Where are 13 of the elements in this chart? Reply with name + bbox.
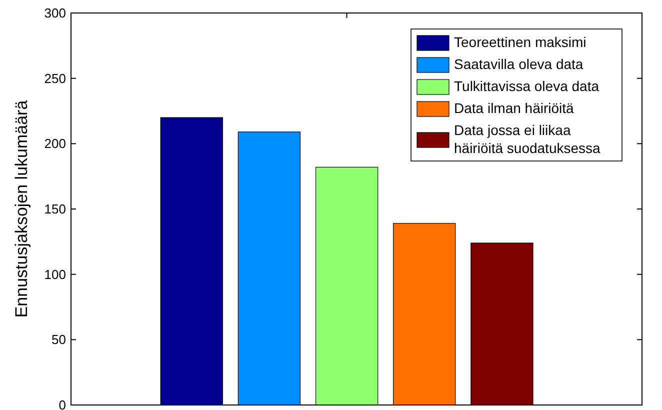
- legend-label: Saatavilla oleva data: [454, 56, 584, 72]
- y-axis-title: Ennustusjaksojen lukumäärä: [12, 100, 31, 318]
- legend-label: Data jossa ei liikaa häiriöitä suodatuksessa: [454, 122, 601, 156]
- y-tick-label: 200: [44, 136, 66, 152]
- y-tick-label: 150: [44, 202, 66, 217]
- legend-label: Teoreettinen maksimi: [454, 34, 586, 50]
- y-tick-label: 100: [44, 266, 66, 282]
- y-tick-label: 50: [52, 332, 66, 348]
- y-tick-label: 250: [44, 70, 66, 86]
- legend-label: Data ilman häiriöitä: [454, 100, 574, 116]
- y-tick-label: 300: [44, 6, 66, 21]
- y-tick-label: 0: [58, 398, 66, 410]
- legend-label: Tulkittavissa oleva data: [454, 78, 600, 94]
